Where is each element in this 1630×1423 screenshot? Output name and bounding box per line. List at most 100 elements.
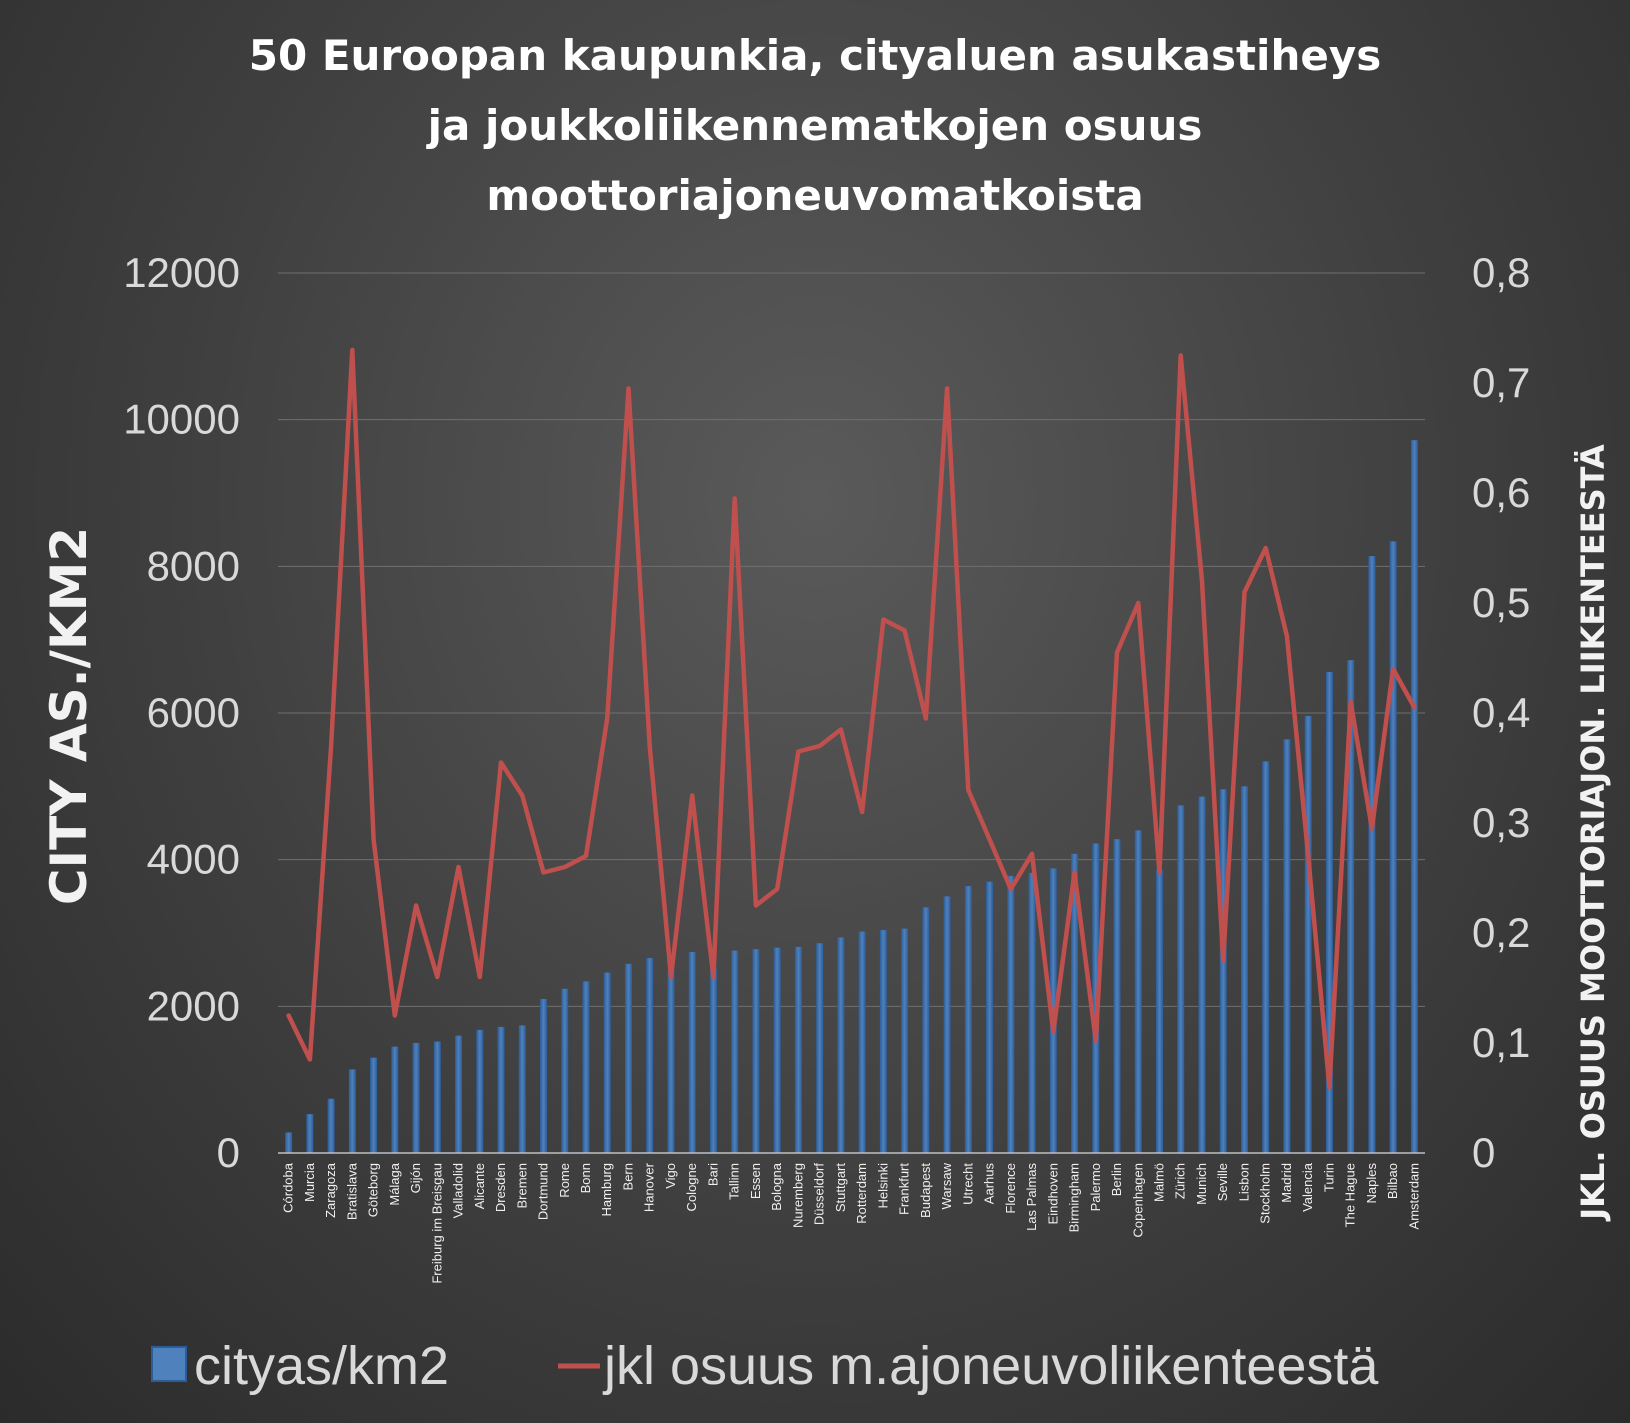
category-label: Warsaw bbox=[939, 1162, 954, 1209]
right-tick-label: 0,8 bbox=[1472, 249, 1530, 296]
category-label: Zaragoza bbox=[323, 1162, 338, 1218]
bar bbox=[327, 1098, 335, 1153]
category-label: Zürich bbox=[1173, 1163, 1188, 1199]
bar bbox=[1113, 839, 1121, 1153]
bar bbox=[1325, 671, 1333, 1153]
bar bbox=[901, 928, 909, 1153]
category-label: Malmö bbox=[1152, 1163, 1167, 1202]
bar bbox=[688, 952, 696, 1153]
category-label: Copenhagen bbox=[1130, 1163, 1145, 1237]
line-series-jkl-osuus bbox=[286, 347, 1417, 1090]
legend-bar-label: cityas/km2 bbox=[194, 1336, 449, 1396]
category-label: Florence bbox=[1003, 1163, 1018, 1214]
bar bbox=[794, 946, 802, 1153]
bar bbox=[391, 1046, 399, 1153]
bar bbox=[943, 896, 951, 1153]
right-tick-label: 0,3 bbox=[1472, 799, 1530, 846]
category-label: Frankfurt bbox=[897, 1163, 912, 1215]
bar bbox=[752, 949, 760, 1153]
category-label: Utrecht bbox=[960, 1163, 975, 1205]
left-tick-label: 4000 bbox=[147, 836, 240, 883]
category-label: Turin bbox=[1321, 1163, 1336, 1192]
bar bbox=[412, 1043, 420, 1153]
category-label: Cologne bbox=[684, 1163, 699, 1211]
category-label: Valladolid bbox=[451, 1163, 466, 1218]
bar bbox=[1049, 868, 1057, 1153]
category-label: Bratislava bbox=[344, 1162, 359, 1220]
category-label: Essen bbox=[748, 1163, 763, 1199]
bar bbox=[1177, 805, 1185, 1153]
category-label: Málaga bbox=[387, 1162, 402, 1205]
bar bbox=[731, 950, 739, 1153]
bar bbox=[1389, 541, 1397, 1153]
category-label: Göteborg bbox=[366, 1163, 381, 1217]
bar bbox=[455, 1035, 463, 1153]
chart-title-line: moottoriajoneuvomatkoista bbox=[486, 171, 1143, 220]
bar bbox=[561, 988, 569, 1153]
bar bbox=[879, 930, 887, 1153]
category-label: Nuremberg bbox=[790, 1163, 805, 1228]
category-label: Naples bbox=[1364, 1163, 1379, 1204]
category-label: Helsinki bbox=[875, 1163, 890, 1209]
category-label: Las Palmas bbox=[1024, 1163, 1039, 1231]
category-label: Bonn bbox=[578, 1163, 593, 1193]
legend-line-label: jkl osuus m.ajoneuvoliikenteestä bbox=[602, 1336, 1379, 1396]
right-tick-label: 0,1 bbox=[1472, 1019, 1530, 1066]
category-label: Bremen bbox=[514, 1163, 529, 1209]
bar bbox=[1240, 786, 1248, 1153]
bar bbox=[497, 1026, 505, 1153]
category-label: Gijón bbox=[408, 1163, 423, 1193]
bar bbox=[1368, 556, 1376, 1153]
right-tick-label: 0,5 bbox=[1472, 579, 1530, 626]
left-tick-label: 0 bbox=[217, 1129, 240, 1176]
category-label: Berlin bbox=[1109, 1163, 1124, 1196]
bar-series-cityas bbox=[278, 440, 1425, 1154]
category-label: Rome bbox=[557, 1163, 572, 1198]
bar bbox=[1410, 440, 1418, 1153]
category-label: Bilbao bbox=[1385, 1163, 1400, 1199]
right-tick-label: 0 bbox=[1472, 1129, 1495, 1176]
left-tick-label: 10000 bbox=[123, 396, 240, 443]
bar bbox=[1219, 789, 1227, 1153]
category-label: Córdoba bbox=[281, 1162, 296, 1213]
bar bbox=[986, 881, 994, 1153]
category-label: Alicante bbox=[472, 1163, 487, 1209]
category-label: Seville bbox=[1215, 1163, 1230, 1201]
right-tick-label: 0,2 bbox=[1472, 909, 1530, 956]
bar bbox=[476, 1029, 484, 1153]
bar bbox=[518, 1025, 526, 1153]
left-tick-label: 12000 bbox=[123, 249, 240, 296]
bar bbox=[348, 1069, 356, 1153]
category-label: Stuttgart bbox=[833, 1163, 848, 1213]
bar bbox=[1262, 761, 1270, 1153]
bar bbox=[285, 1132, 293, 1153]
category-label: Stockholm bbox=[1258, 1163, 1273, 1224]
category-label: Hamburg bbox=[599, 1163, 614, 1216]
bar bbox=[1007, 875, 1015, 1153]
category-axis: Córdoba Murcia Zaragoza Bratislava Göteborg M… bbox=[281, 1162, 1422, 1283]
category-label: Bologna bbox=[769, 1162, 784, 1210]
bar bbox=[816, 943, 824, 1153]
chart-title: 50 Euroopan kaupunkia, cityaluen asukast… bbox=[249, 31, 1381, 220]
category-label: Madrid bbox=[1279, 1163, 1294, 1203]
left-axis: 0 2000 4000 6000 8000 10000 12000 bbox=[123, 249, 240, 1176]
category-label: Eindhoven bbox=[1045, 1163, 1060, 1224]
series-line bbox=[286, 347, 1417, 1090]
gridlines bbox=[278, 272, 1425, 1154]
bar bbox=[1134, 830, 1142, 1153]
left-tick-label: 2000 bbox=[147, 982, 240, 1029]
bar bbox=[1304, 715, 1312, 1153]
bar bbox=[667, 971, 675, 1153]
right-tick-label: 0,7 bbox=[1472, 359, 1530, 406]
bar bbox=[1155, 869, 1163, 1153]
bar bbox=[1028, 872, 1036, 1153]
category-label: Lisbon bbox=[1237, 1163, 1252, 1201]
bar bbox=[370, 1057, 378, 1153]
bar bbox=[1347, 660, 1355, 1153]
category-label: Hanover bbox=[642, 1162, 657, 1212]
bar bbox=[582, 981, 590, 1153]
bar bbox=[1071, 853, 1079, 1153]
bar bbox=[540, 999, 548, 1153]
bar bbox=[964, 886, 972, 1153]
